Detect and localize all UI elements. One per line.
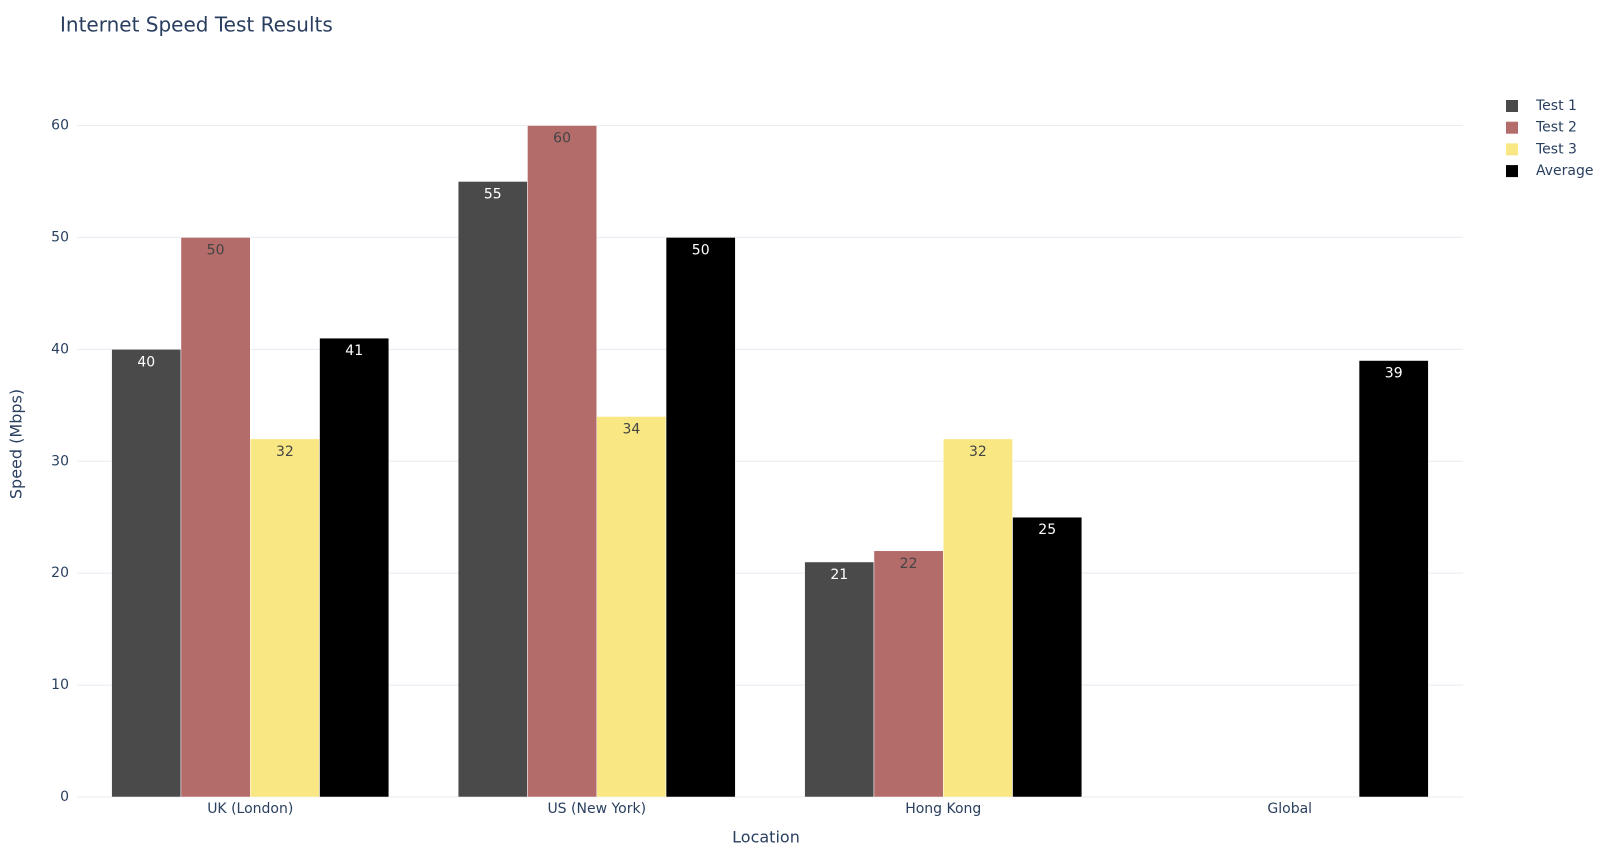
data-label: 21 — [830, 567, 848, 583]
data-label: 50 — [207, 242, 225, 258]
data-label: 32 — [969, 444, 987, 460]
y-tick-label: 20 — [51, 565, 69, 581]
x-tick-label: Hong Kong — [905, 801, 981, 817]
chart-title: Internet Speed Test Results — [60, 13, 333, 37]
legend-label: Test 3 — [1535, 141, 1577, 157]
x-tick-label: US (New York) — [547, 801, 646, 817]
data-label: 55 — [484, 186, 502, 202]
bar — [804, 561, 875, 798]
data-label: 32 — [276, 444, 294, 460]
data-label: 25 — [1038, 522, 1056, 538]
bar — [665, 237, 736, 798]
legend-swatch — [1506, 121, 1518, 134]
bar — [527, 125, 598, 798]
bar — [1358, 360, 1429, 798]
bar — [1012, 516, 1083, 798]
bar — [873, 550, 944, 798]
data-label: 40 — [137, 354, 155, 370]
bar — [457, 181, 528, 798]
x-tick-label: UK (London) — [207, 801, 293, 817]
legend-label: Test 1 — [1535, 98, 1577, 114]
data-label: 60 — [553, 131, 571, 147]
bar — [596, 416, 667, 798]
data-label: 22 — [900, 556, 918, 572]
bar — [319, 337, 390, 798]
data-label: 41 — [345, 343, 363, 359]
data-label: 39 — [1385, 366, 1403, 382]
data-label: 34 — [622, 421, 640, 437]
bar — [180, 237, 251, 798]
data-label: 50 — [692, 242, 710, 258]
legend-swatch — [1506, 165, 1518, 178]
y-tick-label: 10 — [51, 677, 69, 693]
legend-swatch — [1506, 100, 1518, 112]
bar — [943, 438, 1013, 798]
y-tick-label: 40 — [51, 341, 69, 357]
y-tick-label: 50 — [51, 229, 69, 245]
y-tick-label: 0 — [60, 789, 69, 805]
legend-label: Average — [1536, 163, 1594, 179]
y-tick-label: 30 — [51, 453, 69, 469]
x-axis-title: Location — [732, 828, 800, 847]
legend-label: Test 2 — [1535, 120, 1577, 136]
bar — [111, 349, 182, 798]
legend-swatch — [1506, 143, 1518, 156]
y-axis-title: Speed (Mbps) — [7, 389, 26, 499]
bar — [250, 438, 320, 798]
x-tick-label: Global — [1267, 801, 1312, 817]
y-tick-label: 60 — [51, 118, 69, 134]
